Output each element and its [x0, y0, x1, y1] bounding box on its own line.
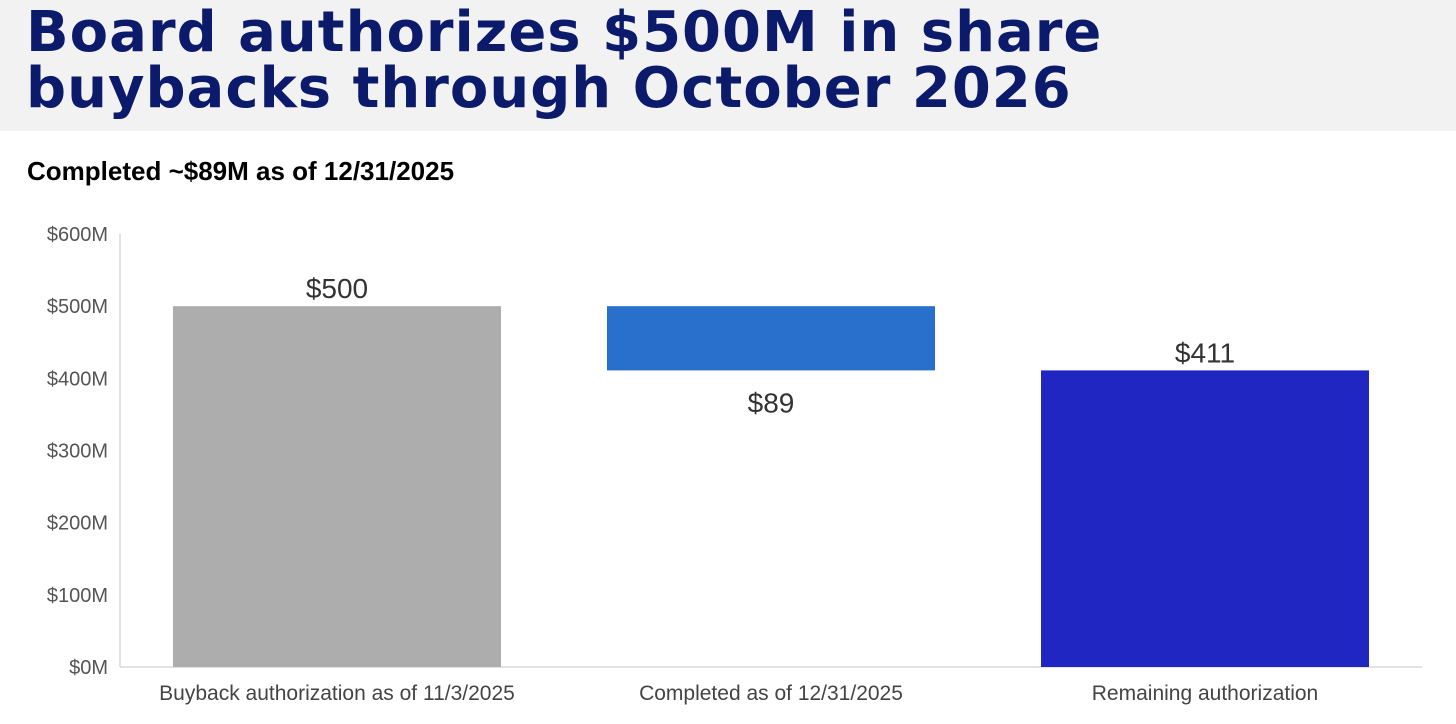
data-label-3: $411 — [1175, 337, 1235, 368]
bar-1 — [173, 306, 501, 667]
page-title-line-1: Board authorizes $500M in share — [26, 0, 1103, 65]
bar-3 — [1041, 370, 1369, 667]
bar-2 — [607, 306, 935, 371]
y-tick-label: $600M — [47, 224, 108, 246]
header-band — [0, 0, 1456, 131]
y-tick-label: $500M — [47, 296, 108, 318]
page-title-line-2: buybacks through October 2026 — [26, 56, 1072, 121]
category-label-1: Buyback authorization as of 11/3/2025 — [159, 682, 515, 705]
category-label-2: Completed as of 12/31/2025 — [639, 682, 903, 705]
data-label-2: $89 — [748, 387, 795, 418]
y-tick-label: $400M — [47, 368, 108, 390]
y-tick-label: $300M — [47, 441, 108, 463]
category-label-3: Remaining authorization — [1092, 682, 1318, 705]
y-tick-label: $0M — [69, 657, 108, 679]
y-tick-label: $100M — [47, 585, 108, 607]
data-label-1: $500 — [306, 273, 368, 304]
y-tick-label: $200M — [47, 513, 108, 535]
chart-subtitle: Completed ~$89M as of 12/31/2025 — [27, 156, 455, 186]
